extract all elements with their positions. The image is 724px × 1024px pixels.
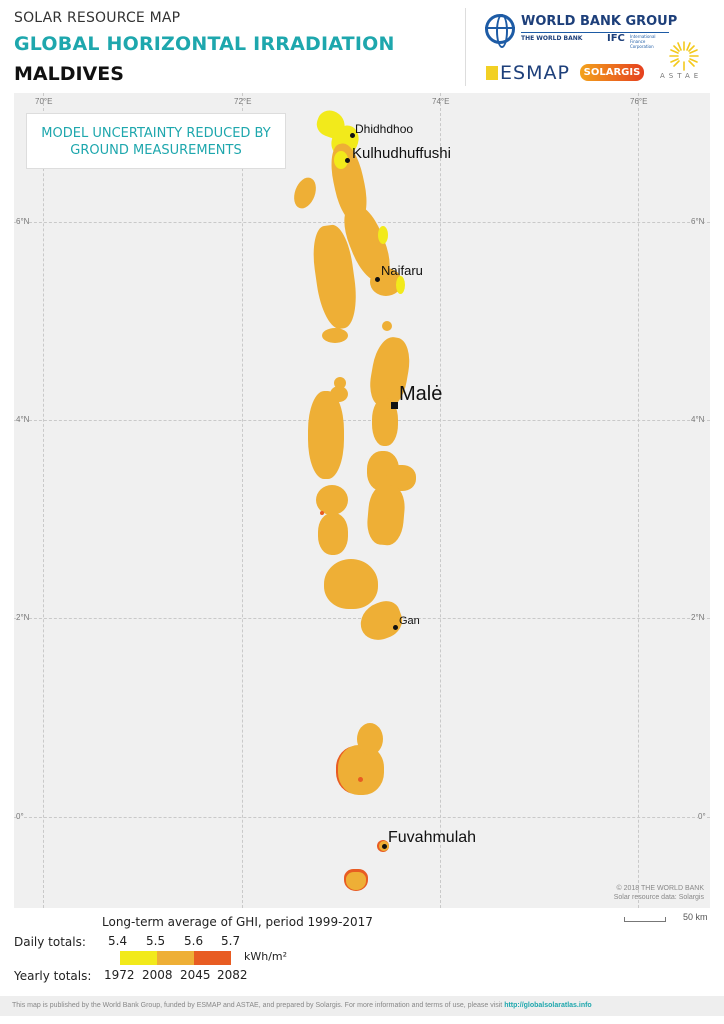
atoll-meemu bbox=[365, 483, 407, 547]
legend-daily-value: 5.4 bbox=[108, 934, 128, 948]
gridline-76e bbox=[638, 93, 639, 908]
footer: This map is published by the World Bank … bbox=[0, 996, 724, 1016]
red-zone bbox=[320, 511, 324, 515]
ifc-label: IFC bbox=[607, 33, 625, 44]
lat-tick: 2°N bbox=[16, 613, 30, 622]
legend-daily-value: 5.7 bbox=[221, 934, 241, 948]
atoll-small bbox=[382, 321, 392, 331]
town-marker bbox=[375, 277, 380, 282]
place-naifaru: Naifaru bbox=[381, 263, 423, 278]
solargis-logo: SOLARGIS bbox=[580, 64, 644, 81]
legend-daily-value: 5.6 bbox=[184, 934, 204, 948]
atoll-huvadhu-2 bbox=[357, 723, 383, 755]
lat-tick: 0° bbox=[698, 812, 706, 821]
map-copyright: © 2018 THE WORLD BANK Solar resource dat… bbox=[614, 884, 704, 902]
yellow-zone bbox=[334, 151, 348, 169]
lat-tick: 6°N bbox=[16, 217, 30, 226]
lat-tick: 6°N bbox=[691, 217, 705, 226]
legend-daily-value: 5.5 bbox=[146, 934, 166, 948]
lon-tick: 72°E bbox=[234, 97, 252, 106]
legend-yearly-value: 2008 bbox=[142, 968, 173, 982]
place-fuvahmulah: Fuvahmulah bbox=[388, 829, 477, 846]
divider bbox=[521, 32, 669, 33]
map-area[interactable]: 70°E 72°E 74°E 76°E 6°N 4°N 2°N 0° 6°N 4… bbox=[14, 93, 710, 908]
gridline-4n bbox=[14, 420, 710, 421]
place-kulhudhuffushi: Kulhudhuffushi bbox=[352, 145, 451, 162]
lat-tick: 4°N bbox=[16, 415, 30, 424]
footer-text: This map is published by the World Bank … bbox=[12, 1002, 505, 1009]
atoll-dhaalu bbox=[318, 513, 348, 555]
atoll-goidhoo bbox=[322, 328, 348, 343]
legend-title: Long-term average of GHI, period 1999-20… bbox=[102, 915, 373, 929]
lon-tick: 74°E bbox=[432, 97, 450, 106]
town-marker bbox=[345, 158, 350, 163]
atoll-thaa bbox=[324, 559, 378, 609]
copyright-line: © 2018 THE WORLD BANK bbox=[616, 885, 705, 892]
map-title: GLOBAL HORIZONTAL IRRADIATION bbox=[14, 33, 395, 55]
gridline-74e bbox=[440, 93, 441, 908]
atoll-ari bbox=[308, 391, 344, 479]
data-source-line: Solar resource data: Solargis bbox=[613, 894, 704, 901]
scale-bar bbox=[624, 917, 666, 922]
legend-unit: kWh/m² bbox=[244, 950, 288, 963]
ifc-sub-label: International Finance Corporation bbox=[630, 34, 656, 49]
red-zone bbox=[358, 777, 363, 782]
lon-tick: 70°E bbox=[35, 97, 53, 106]
yellow-zone bbox=[378, 226, 388, 244]
legend-daily-label: Daily totals: bbox=[14, 935, 86, 949]
lat-tick: 0° bbox=[16, 812, 24, 821]
legend-yearly-label: Yearly totals: bbox=[14, 969, 92, 983]
gridline-70e bbox=[43, 93, 44, 908]
atoll-makunudhoo bbox=[290, 174, 320, 212]
lat-tick: 2°N bbox=[691, 613, 705, 622]
map-subtitle: SOLAR RESOURCE MAP bbox=[14, 10, 181, 26]
atoll-huvadhu bbox=[338, 745, 384, 795]
sun-icon bbox=[669, 41, 699, 71]
logo-divider bbox=[465, 8, 466, 86]
esmap-flag-icon bbox=[486, 66, 498, 80]
esmap-logo: ESMAP bbox=[500, 62, 570, 84]
capital-marker bbox=[391, 402, 398, 409]
globe-icon bbox=[485, 14, 515, 48]
legend-swatch-red bbox=[194, 951, 231, 965]
place-male: Malė bbox=[399, 383, 443, 405]
town-marker bbox=[382, 844, 387, 849]
lon-tick: 76°E bbox=[630, 97, 648, 106]
wbg-name: WORLD BANK GROUP bbox=[521, 14, 678, 29]
place-gan: Gan bbox=[399, 615, 420, 627]
gridline-72e bbox=[242, 93, 243, 908]
legend-swatch-yellow bbox=[120, 951, 157, 965]
legend-yearly-value: 2045 bbox=[180, 968, 211, 982]
world-bank-group-logo: WORLD BANK GROUP THE WORLD BANK IFC Inte… bbox=[485, 12, 678, 49]
atlas-link[interactable]: http://globalsolaratlas.info bbox=[504, 1002, 592, 1009]
town-marker bbox=[350, 133, 355, 138]
gridline-0 bbox=[14, 817, 710, 818]
atoll-faafu bbox=[316, 485, 348, 515]
atoll-addu-inner bbox=[346, 872, 366, 890]
town-marker bbox=[393, 625, 398, 630]
country-name: MALDIVES bbox=[14, 63, 124, 85]
lat-tick: 4°N bbox=[691, 415, 705, 424]
legend-yearly-value: 1972 bbox=[104, 968, 135, 982]
uncertainty-note: MODEL UNCERTAINTY REDUCED BY GROUND MEAS… bbox=[26, 113, 286, 169]
place-dhidhdhoo: Dhidhdhoo bbox=[355, 122, 414, 136]
astae-logo: ASTAE bbox=[660, 72, 703, 80]
legend-swatch-orange bbox=[157, 951, 194, 965]
scale-label: 50 km bbox=[683, 912, 708, 922]
yellow-zone bbox=[396, 276, 405, 294]
the-world-bank-label: THE WORLD BANK bbox=[521, 35, 583, 42]
legend-yearly-value: 2082 bbox=[217, 968, 248, 982]
